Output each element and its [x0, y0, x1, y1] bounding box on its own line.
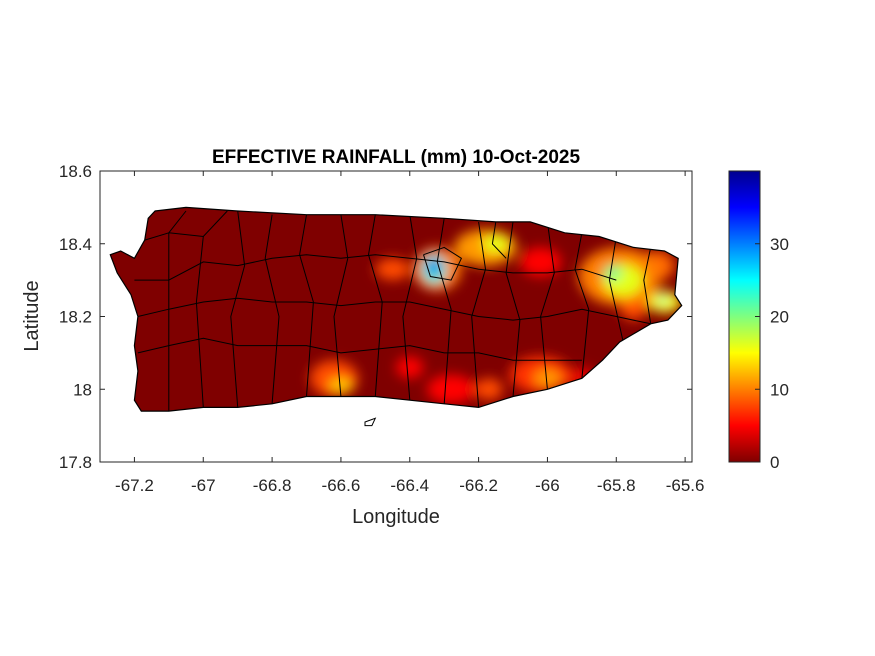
y-tick-label: 17.8 — [59, 453, 92, 472]
x-tick-label: -66.2 — [459, 476, 498, 495]
municipal-boundary — [471, 221, 487, 408]
municipal-boundary — [423, 246, 463, 281]
y-axis-label: Latitude — [21, 280, 43, 351]
colorbar-gradient — [728, 170, 761, 463]
x-tick-label: -65.6 — [666, 476, 705, 495]
colorbar-ticks: 0 10 20 30 — [755, 235, 789, 472]
municipal-boundary — [643, 247, 652, 324]
x-tick-label: -67 — [191, 476, 216, 495]
rainfall-patch — [396, 356, 424, 379]
municipal-boundary — [608, 236, 624, 343]
rainfall-patch — [533, 369, 562, 388]
municipal-boundary — [402, 214, 418, 401]
colorbar-tick-label: 0 — [770, 453, 779, 472]
x-axis-label: Longitude — [352, 506, 440, 528]
map-layer — [109, 206, 683, 427]
y-tick-label: 18.6 — [59, 162, 92, 181]
municipal-boundary — [264, 214, 280, 404]
rainfall-patch — [426, 374, 476, 404]
x-tick-label: -65.8 — [597, 476, 636, 495]
rainfall-patch — [475, 378, 503, 401]
municipal-boundary — [505, 221, 521, 397]
municipal-boundary — [137, 297, 651, 325]
small-island — [364, 417, 377, 427]
municipal-boundary — [574, 232, 590, 379]
y-tick-label: 18.4 — [59, 235, 92, 254]
rainfall-patch — [657, 296, 668, 304]
x-tick-label: -67.2 — [115, 476, 154, 495]
municipal-boundary — [333, 214, 349, 397]
x-axis-ticks: -67.2 -67 -66.8 -66.6 -66.4 -66.2 -66 -65.8 -65.… — [115, 171, 704, 495]
y-tick-label: 18 — [73, 380, 92, 399]
municipal-boundary — [491, 221, 507, 259]
municipal-boundary — [299, 214, 314, 397]
x-tick-label: -66 — [535, 476, 560, 495]
rainfall-patch — [328, 378, 353, 393]
rainfall-patch — [375, 258, 410, 281]
colorbar-tick-label: 10 — [770, 380, 789, 399]
rainfall-patch — [519, 247, 562, 277]
colorbar-tick-label: 30 — [770, 235, 789, 254]
x-tick-label: -66.8 — [253, 476, 292, 495]
municipal-boundary — [137, 337, 582, 361]
municipal-boundary — [367, 214, 383, 397]
colorbar: 0 10 20 30 — [728, 170, 789, 472]
municipal-boundaries — [134, 210, 652, 412]
y-tick-label: 18.2 — [59, 308, 92, 327]
rainfall-patch — [482, 234, 510, 253]
rainfall-patch — [604, 265, 622, 281]
municipal-boundary — [195, 236, 204, 408]
x-tick-label: -66.4 — [390, 476, 429, 495]
municipal-boundary — [540, 221, 555, 390]
municipal-boundary — [436, 218, 452, 404]
colorbar-tick-label: 20 — [770, 308, 789, 327]
municipal-boundary — [230, 210, 246, 408]
map-title: EFFECTIVE RAINFALL (mm) 10-Oct-2025 — [212, 147, 581, 168]
y-axis-ticks: 17.8 18 18.2 18.4 18.6 — [59, 162, 692, 472]
municipal-boundary — [134, 254, 617, 281]
rainfall-field — [309, 229, 682, 404]
coastline — [109, 206, 683, 412]
rainfall-patch — [427, 259, 441, 276]
x-tick-label: -66.6 — [322, 476, 361, 495]
